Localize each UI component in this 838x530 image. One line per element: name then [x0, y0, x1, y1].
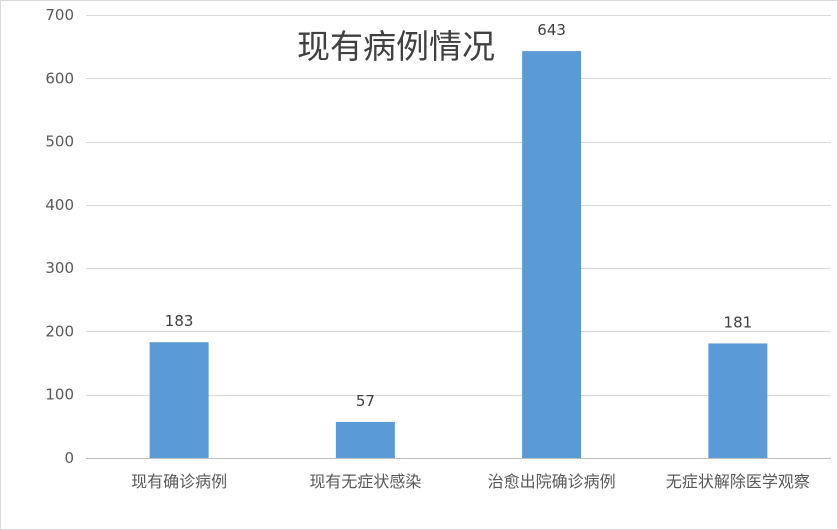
bar — [335, 421, 395, 458]
y-tick-label: 100 — [45, 386, 74, 404]
data-label: 181 — [724, 313, 753, 331]
bar — [149, 342, 209, 458]
data-label: 643 — [537, 21, 566, 39]
y-tick-label: 400 — [45, 196, 74, 214]
x-category-label: 现有无症状感染 — [309, 472, 421, 491]
x-category-label: 现有确诊病例 — [131, 472, 227, 491]
data-labels: 183 57 643 181 — [165, 21, 752, 410]
bar — [522, 51, 582, 459]
data-label: 57 — [356, 392, 375, 410]
y-tick-label: 600 — [45, 69, 74, 87]
x-axis-categories: 现有确诊病例 现有无症状感染 治愈出院确诊病例 无症状解除医学观察 — [131, 472, 810, 491]
gridlines — [86, 15, 831, 459]
bars — [149, 51, 768, 459]
x-category-label: 无症状解除医学观察 — [666, 472, 810, 491]
y-tick-label: 300 — [45, 259, 74, 277]
y-tick-label: 500 — [45, 133, 74, 151]
bar — [708, 343, 768, 458]
x-category-label: 治愈出院确诊病例 — [488, 472, 616, 491]
data-label: 183 — [165, 312, 194, 330]
y-tick-label: 0 — [64, 449, 74, 467]
y-tick-label: 200 — [45, 322, 74, 340]
y-tick-label: 700 — [45, 6, 74, 24]
chart-title: 现有病例情况 — [297, 27, 495, 66]
y-axis-ticks: 0 100 200 300 400 500 600 700 — [45, 6, 74, 467]
